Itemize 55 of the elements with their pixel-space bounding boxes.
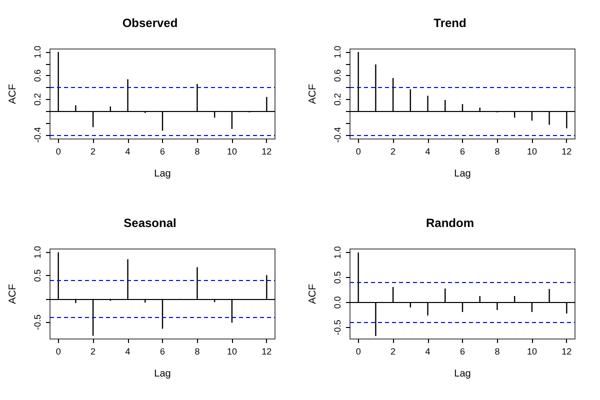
y-tick-label: 1.0 xyxy=(332,46,342,58)
x-tick-label: 2 xyxy=(390,346,396,356)
x-tick-label: 0 xyxy=(56,346,61,356)
y-tick-label: 1.0 xyxy=(332,246,342,259)
y-tick-label: -0.5 xyxy=(32,314,42,330)
x-tick-label: 6 xyxy=(460,346,466,356)
x-tick-label: 10 xyxy=(526,346,537,356)
x-axis-title: Lag xyxy=(154,168,171,180)
y-tick-label: 1.0 xyxy=(32,46,42,58)
x-tick-label: 4 xyxy=(125,146,130,156)
x-tick-label: 10 xyxy=(226,346,237,356)
x-tick-label: 6 xyxy=(460,146,466,156)
y-tick-label: 1.0 xyxy=(32,246,42,259)
x-tick-label: 10 xyxy=(526,146,537,156)
y-tick-label: 0.5 xyxy=(332,271,342,284)
x-tick-label: 0 xyxy=(356,146,361,156)
x-tick-label: 4 xyxy=(125,346,130,356)
y-axis-title: ACF xyxy=(308,284,318,304)
y-tick-label: 0.2 xyxy=(332,93,342,106)
y-tick-label: 0.6 xyxy=(332,69,342,82)
y-tick-label: 0.6 xyxy=(32,69,42,82)
y-tick-label: 0.0 xyxy=(332,296,342,309)
chart-title: Random xyxy=(426,216,474,230)
x-tick-label: 8 xyxy=(494,346,500,356)
x-tick-label: 8 xyxy=(194,146,200,156)
x-axis-title: Lag xyxy=(454,168,471,180)
x-tick-label: 12 xyxy=(262,346,272,356)
x-tick-label: 6 xyxy=(160,346,166,356)
x-axis-title: Lag xyxy=(154,368,171,380)
x-tick-label: 0 xyxy=(356,346,361,356)
x-tick-label: 6 xyxy=(160,146,166,156)
x-tick-label: 0 xyxy=(56,146,61,156)
x-tick-label: 12 xyxy=(262,146,272,156)
y-axis-title: ACF xyxy=(8,84,18,104)
x-tick-label: 10 xyxy=(226,146,237,156)
x-tick-label: 8 xyxy=(194,346,200,356)
y-axis-title: ACF xyxy=(8,284,18,304)
x-tick-label: 4 xyxy=(425,146,430,156)
y-tick-label: 0.5 xyxy=(32,269,42,282)
chart-title: Trend xyxy=(434,16,466,30)
x-tick-label: 2 xyxy=(90,346,96,356)
y-axis-title: ACF xyxy=(308,84,318,104)
x-tick-label: 4 xyxy=(425,346,430,356)
y-tick-label: -0.4 xyxy=(332,127,342,143)
chart-title: Observed xyxy=(122,16,178,30)
x-tick-label: 12 xyxy=(562,346,572,356)
x-tick-label: 2 xyxy=(390,146,396,156)
x-tick-label: 12 xyxy=(562,146,572,156)
y-tick-label: -0.5 xyxy=(332,320,342,336)
y-tick-label: -0.4 xyxy=(32,127,42,143)
x-axis-title: Lag xyxy=(454,368,471,380)
x-tick-label: 2 xyxy=(90,146,96,156)
y-tick-label: 0.2 xyxy=(32,93,42,106)
chart-title: Seasonal xyxy=(124,216,176,230)
x-tick-label: 8 xyxy=(494,146,500,156)
